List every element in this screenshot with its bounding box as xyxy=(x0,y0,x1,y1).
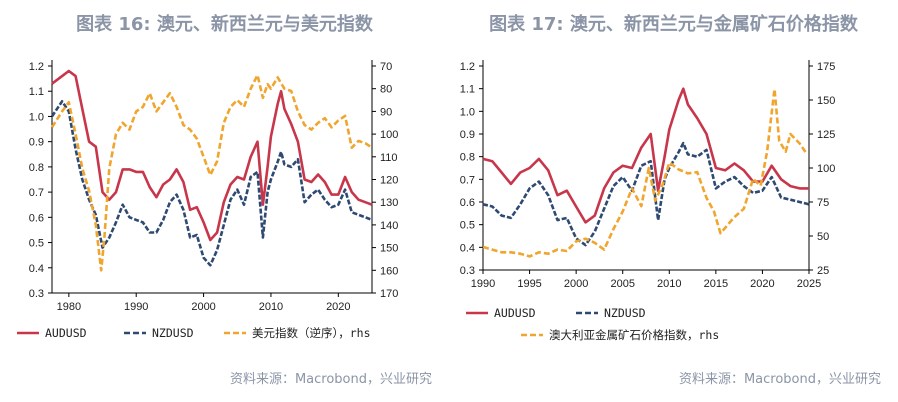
right-tick-label: 100 xyxy=(380,129,398,141)
legend-label-nzd: NZDUSD xyxy=(152,326,194,340)
legend-label-nzd: NZDUSD xyxy=(604,306,646,320)
x-tick-label: 2025 xyxy=(797,278,821,290)
right-tick-label: 110 xyxy=(380,152,398,164)
left-tick-label: 0.5 xyxy=(29,238,44,250)
x-tick-label: 1990 xyxy=(124,301,148,313)
right-tick-label: 70 xyxy=(380,61,392,73)
source-note-2: 资料来源：Macrobond，兴业研究 xyxy=(678,372,881,387)
right-tick-label: 125 xyxy=(817,129,835,141)
x-tick-label: 2015 xyxy=(704,278,728,290)
left-tick-label: 0.3 xyxy=(29,288,44,300)
chart-16-title: 图表 16: 澳元、新西兰元与美元指数 xyxy=(76,14,373,35)
left-tick-label: 1.0 xyxy=(460,106,475,118)
left-tick-label: 1.2 xyxy=(29,61,44,73)
x-tick-label: 1990 xyxy=(471,278,495,290)
right-tick-label: 170 xyxy=(380,288,398,300)
source-note-1: 资料来源：Macrobond，兴业研究 xyxy=(229,372,432,387)
index-line xyxy=(482,87,809,258)
right-tick-label: 25 xyxy=(817,265,829,277)
audusd-line xyxy=(482,87,809,224)
left-tick-label: 0.4 xyxy=(29,263,44,275)
nzdusd-line xyxy=(482,141,810,247)
audusd-line xyxy=(51,69,373,242)
chart-16: 1.2 1.1 1.0 0.9 0.8 0.7 0.6 0.5 0.4 0.3 70 80 90 100 1… xyxy=(17,60,398,340)
left-tick-label: 1.1 xyxy=(460,84,475,96)
chart-17-title: 图表 17: 澳元、新西兰元与金属矿石价格指数 xyxy=(489,14,858,35)
left-tick-label: 0.8 xyxy=(29,162,44,174)
right-tick-label: 150 xyxy=(380,243,398,255)
right-tick-label: 150 xyxy=(817,95,835,107)
x-tick-label: 2010 xyxy=(657,278,681,290)
legend-label-aud: AUDUSD xyxy=(494,306,536,320)
left-tick-label: 1.1 xyxy=(29,86,44,98)
x-tick-label: 2020 xyxy=(750,278,774,290)
right-tick-label: 130 xyxy=(380,197,398,209)
x-tick-label: 2000 xyxy=(564,278,588,290)
right-tick-label: 100 xyxy=(817,163,835,175)
right-tick-label: 90 xyxy=(380,106,392,118)
legend-label-index: 美元指数（逆序），rhs xyxy=(252,326,371,340)
right-tick-label: 120 xyxy=(380,175,398,187)
right-tick-label: 140 xyxy=(380,220,398,232)
x-tick-label: 2020 xyxy=(326,301,350,313)
left-tick-label: 0.9 xyxy=(460,129,475,141)
left-tick-label: 0.7 xyxy=(29,187,44,199)
chart-17: 1.2 1.1 1.0 0.9 0.8 0.7 0.6 0.5 0.4 0.3 175 150 125 1… xyxy=(460,60,835,342)
left-tick-label: 0.6 xyxy=(460,197,475,209)
left-tick-label: 1.0 xyxy=(29,111,44,123)
legend-label-aud: AUDUSD xyxy=(45,326,87,340)
right-tick-label: 50 xyxy=(817,231,829,243)
left-tick-label: 0.6 xyxy=(29,212,44,224)
left-tick-label: 0.4 xyxy=(460,242,475,254)
right-tick-label: 80 xyxy=(380,84,392,96)
nzdusd-line xyxy=(50,99,373,267)
right-tick-label: 75 xyxy=(817,197,829,209)
left-tick-label: 0.3 xyxy=(460,265,475,277)
left-tick-label: 0.5 xyxy=(460,220,475,232)
right-tick-label: 160 xyxy=(380,265,398,277)
x-tick-label: 2000 xyxy=(191,301,215,313)
x-tick-label: 2010 xyxy=(259,301,283,313)
left-tick-label: 0.8 xyxy=(460,152,475,164)
x-tick-label: 1995 xyxy=(517,278,541,290)
legend-label-index: 澳大利亚金属矿石价格指数，rhs xyxy=(549,328,719,342)
left-tick-label: 1.2 xyxy=(460,61,475,73)
left-tick-label: 0.9 xyxy=(29,137,44,149)
x-tick-label: 1980 xyxy=(57,301,81,313)
right-tick-label: 175 xyxy=(817,61,835,73)
x-tick-label: 2005 xyxy=(610,278,634,290)
index-line xyxy=(50,73,373,272)
left-tick-label: 0.7 xyxy=(460,174,475,186)
